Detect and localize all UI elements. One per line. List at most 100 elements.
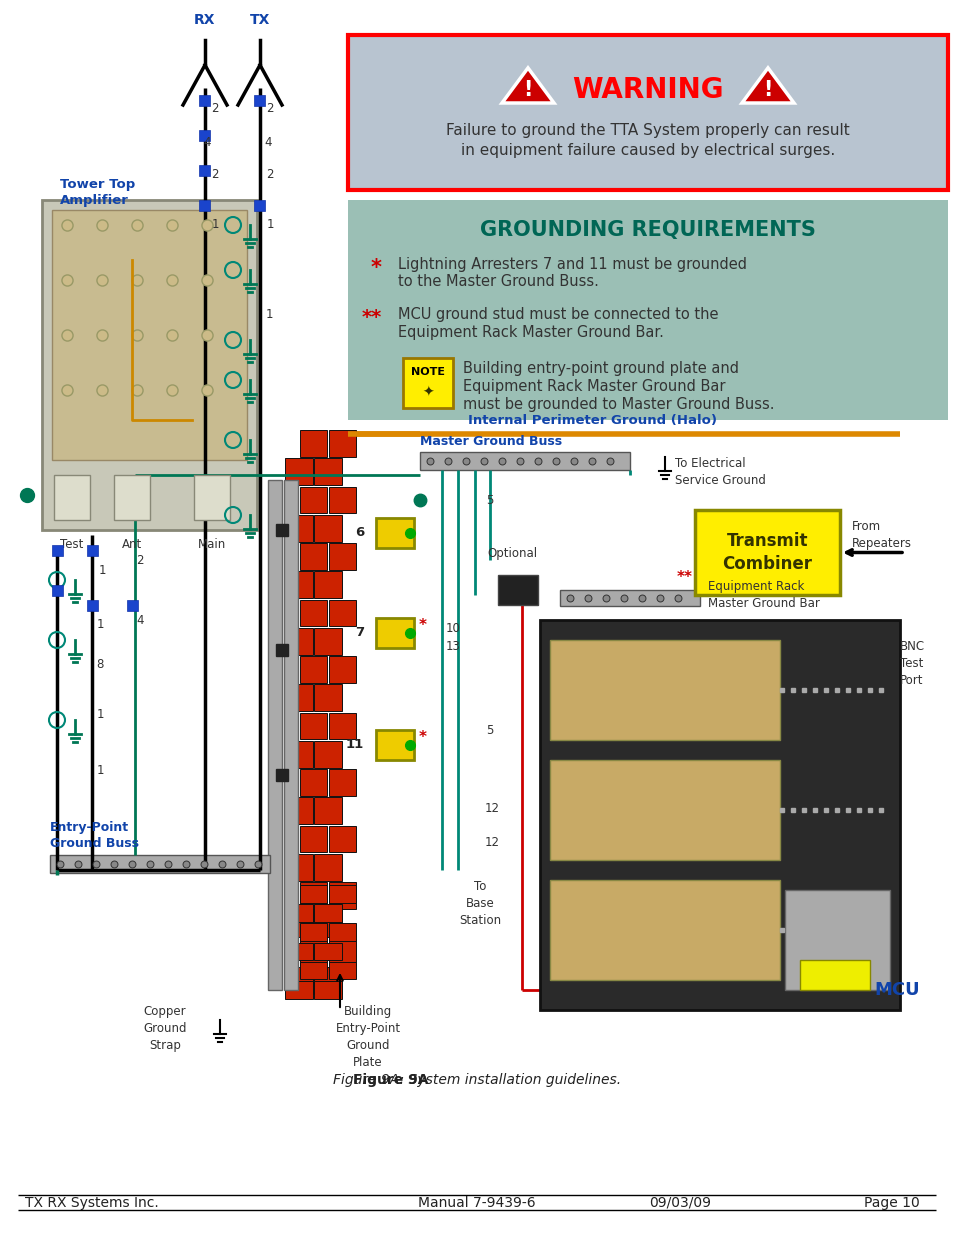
Bar <box>299 882 327 909</box>
Text: in equipment failure caused by electrical surges.: in equipment failure caused by electrica… <box>460 142 834 158</box>
Text: Page 10: Page 10 <box>863 1195 919 1210</box>
Text: Copper
Ground
Strap: Copper Ground Strap <box>143 1005 187 1052</box>
Text: TX RX Systems Inc.: TX RX Systems Inc. <box>25 1195 158 1210</box>
Text: 2: 2 <box>211 168 218 182</box>
Bar <box>54 475 90 520</box>
Bar <box>299 885 327 903</box>
Text: NOTE: NOTE <box>411 367 444 377</box>
Bar <box>299 599 327 626</box>
Text: 1: 1 <box>96 619 104 631</box>
Bar <box>559 590 700 606</box>
Bar <box>199 164 211 175</box>
Bar <box>285 853 313 881</box>
Text: *: * <box>418 618 427 634</box>
Bar <box>113 475 150 520</box>
Text: From
Repeaters: From Repeaters <box>851 520 911 550</box>
Text: Test: Test <box>60 538 84 551</box>
Bar <box>329 939 356 966</box>
Text: Lightning Arresters 7 and 11 must be grounded: Lightning Arresters 7 and 11 must be gro… <box>397 257 746 272</box>
Bar <box>314 798 341 824</box>
Text: 09/03/09: 09/03/09 <box>648 1195 710 1210</box>
Bar <box>87 599 97 610</box>
Bar <box>87 545 97 556</box>
Text: BNC
Test
Port: BNC Test Port <box>899 640 924 687</box>
Text: 5: 5 <box>486 724 493 736</box>
Bar <box>329 962 356 979</box>
Bar <box>285 942 313 960</box>
Bar <box>299 656 327 683</box>
Bar <box>284 480 297 990</box>
Bar <box>550 640 780 740</box>
Bar <box>314 853 341 881</box>
Text: Manual 7-9439-6: Manual 7-9439-6 <box>417 1195 536 1210</box>
Text: ✦: ✦ <box>422 387 434 400</box>
Text: 1: 1 <box>266 219 274 231</box>
Text: Figure 9A: Figure 9A <box>353 1073 428 1087</box>
Bar <box>254 200 265 210</box>
Bar <box>299 430 327 457</box>
Bar <box>42 200 256 530</box>
Bar <box>299 825 327 852</box>
Text: 1: 1 <box>96 709 104 721</box>
Text: MCU ground stud must be connected to the: MCU ground stud must be connected to the <box>397 306 718 321</box>
Bar <box>314 684 341 711</box>
Text: TX: TX <box>250 14 270 27</box>
Bar <box>254 95 265 105</box>
Bar <box>329 825 356 852</box>
Text: 4: 4 <box>264 137 272 149</box>
Text: must be grounded to Master Ground Buss.: must be grounded to Master Ground Buss. <box>462 396 774 411</box>
Text: 2: 2 <box>136 553 144 567</box>
Bar <box>285 967 313 993</box>
Bar <box>268 480 282 990</box>
Bar <box>299 924 327 941</box>
Text: Equipment Rack Master Ground Bar.: Equipment Rack Master Ground Bar. <box>397 325 663 340</box>
Text: 4: 4 <box>136 614 144 626</box>
Text: Internal Perimeter Ground (Halo): Internal Perimeter Ground (Halo) <box>468 414 717 427</box>
Bar <box>285 515 313 541</box>
Text: Failure to ground the TTA System properly can result: Failure to ground the TTA System properl… <box>446 122 849 137</box>
Text: 12: 12 <box>484 802 499 815</box>
Bar <box>329 885 356 903</box>
Bar <box>348 200 947 420</box>
Text: Equipment Rack Master Ground Bar: Equipment Rack Master Ground Bar <box>462 378 724 394</box>
Text: !: ! <box>523 80 532 100</box>
Text: 1: 1 <box>211 219 218 231</box>
Text: 1: 1 <box>96 763 104 777</box>
Text: 7: 7 <box>355 626 364 640</box>
Bar <box>299 543 327 569</box>
Text: Equipment Rack
Master Ground Bar: Equipment Rack Master Ground Bar <box>707 580 819 610</box>
Text: Master Ground Buss: Master Ground Buss <box>419 435 561 448</box>
Bar <box>329 924 356 941</box>
Text: Building
Entry-Point
Ground
Plate: Building Entry-Point Ground Plate <box>335 1005 400 1070</box>
Text: WARNING: WARNING <box>572 77 723 104</box>
Bar <box>375 618 414 648</box>
Bar <box>784 890 889 990</box>
Text: 12: 12 <box>484 836 499 850</box>
Text: Tower Top
Amplifier: Tower Top Amplifier <box>60 178 135 207</box>
Text: *: * <box>418 730 427 745</box>
Bar <box>314 627 341 655</box>
Text: 8: 8 <box>96 658 104 672</box>
Bar <box>285 798 313 824</box>
Text: 11: 11 <box>345 739 364 752</box>
Bar <box>199 95 211 105</box>
Bar <box>314 942 341 960</box>
Bar <box>199 130 211 141</box>
Bar <box>314 904 341 921</box>
Polygon shape <box>741 68 793 103</box>
Bar <box>329 882 356 909</box>
Bar <box>285 910 313 937</box>
Bar <box>329 769 356 795</box>
Bar <box>127 599 137 610</box>
Text: Main: Main <box>197 538 226 551</box>
Text: Ant: Ant <box>122 538 142 551</box>
Bar <box>419 452 629 471</box>
Text: *: * <box>370 258 381 278</box>
Text: **: ** <box>677 571 692 585</box>
Text: Optional: Optional <box>486 547 537 559</box>
Text: Transmit
Combiner: Transmit Combiner <box>721 532 812 573</box>
Bar <box>329 430 356 457</box>
Text: 2: 2 <box>266 101 274 115</box>
Bar <box>199 200 211 210</box>
Bar <box>299 769 327 795</box>
